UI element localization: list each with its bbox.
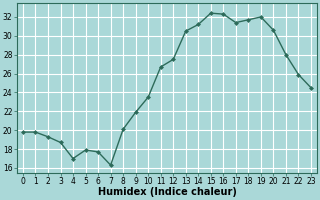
X-axis label: Humidex (Indice chaleur): Humidex (Indice chaleur): [98, 187, 236, 197]
